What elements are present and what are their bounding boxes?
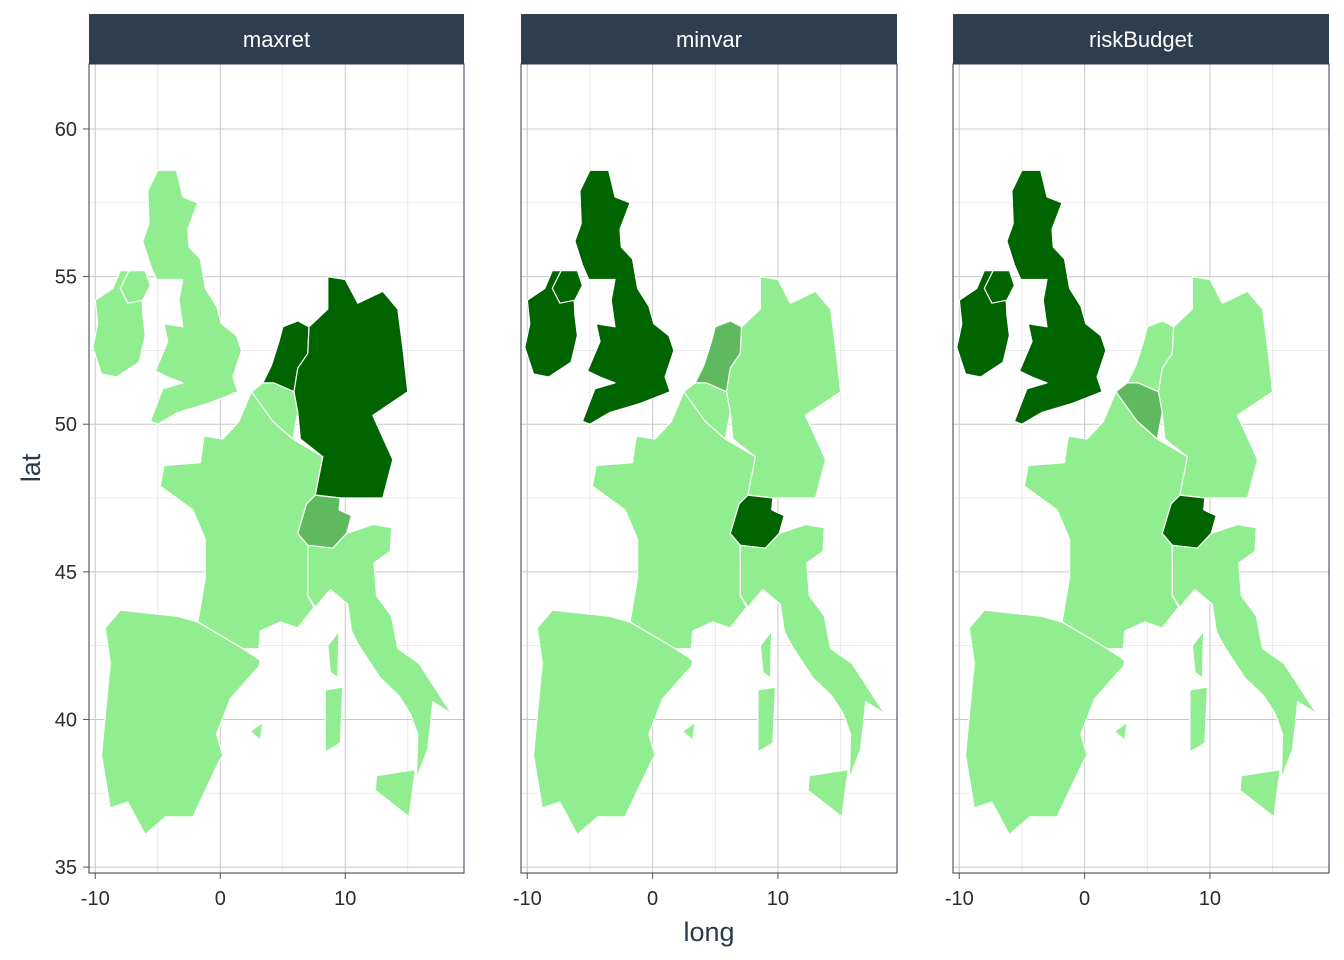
country-layer [956,169,1318,836]
country-italy [682,524,886,818]
y-tick-label: 60 [55,119,77,141]
country-spain [532,609,694,836]
x-axis-title: long [683,917,734,947]
y-axis: 35 40 45 50 55 60 [55,119,89,879]
facet-panels: maxret -10 0 10 minvar -10 0 10 riskBudget -10 0 10 [81,14,1330,910]
facet-panel-maxret: maxret -10 0 10 [81,14,465,910]
facet-panel-riskBudget: riskBudget -10 0 10 [945,14,1330,910]
country-germany [1157,276,1274,499]
x-tick-label: 10 [767,888,789,910]
facet-strip [953,14,1329,64]
facet-strip-label: maxret [243,27,310,52]
facet-strip-label: riskBudget [1089,27,1193,52]
x-tick-label: 0 [647,888,658,910]
country-germany [293,276,409,499]
x-tick-label: -10 [81,888,110,910]
country-layer [524,169,886,836]
x-tick-label: -10 [945,888,974,910]
x-tick-label: -10 [513,888,542,910]
x-axis-minvar: -10 0 10 [513,873,789,910]
country-spain [100,609,261,836]
country-italy [249,524,453,818]
y-axis-title: lat [16,453,46,482]
x-axis-riskBudget: -10 0 10 [945,873,1221,910]
facet-strip [521,14,897,64]
y-tick-label: 45 [55,562,77,584]
x-tick-label: 0 [1079,888,1090,910]
facet-panel-minvar: minvar -10 0 10 [513,14,898,910]
x-tick-label: 0 [215,888,226,910]
country-germany [725,276,842,499]
y-tick-label: 40 [55,709,77,731]
y-tick-label: 55 [55,267,77,289]
country-uk [119,169,243,425]
country-spain [964,609,1126,836]
y-tick-label: 50 [55,414,77,436]
y-tick-label: 35 [55,857,77,879]
country-uk [551,169,675,425]
x-axis-maxret: -10 0 10 [81,873,356,910]
facet-strip-label: minvar [676,27,742,52]
country-layer [92,169,453,836]
country-uk [983,169,1107,425]
x-tick-label: 10 [1199,888,1221,910]
x-tick-label: 10 [334,888,356,910]
country-italy [1114,524,1318,818]
facet-strip [89,14,464,64]
